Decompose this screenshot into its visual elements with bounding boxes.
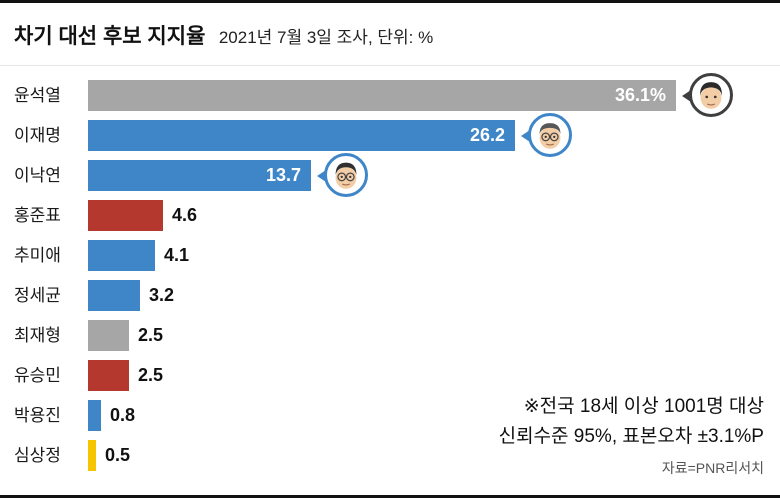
bar-row-chung-sye-kyun: 정세균 3.2 [0,276,780,316]
bar-row-chu-mi-ae: 추미애 4.1 [0,236,780,276]
data-source: 자료=PNR리서치 [661,460,764,476]
candidate-name: 추미애 [14,246,61,265]
bar-row-yoon-seok-youl: 윤석열 36.1% [0,73,780,119]
header-divider [0,65,780,66]
bar-value: 4.1 [164,245,190,265]
bar-value: 0.5 [105,445,131,465]
bar-track: 13.7 [88,153,780,199]
chart-subtitle: 2021년 7월 3일 조사, 단위: % [218,28,434,47]
avatar-lee-nak-yeon [317,153,369,199]
bar-track: 3.2 [88,276,780,316]
bar [88,360,129,391]
candidate-name: 이낙연 [14,166,61,185]
survey-note-confidence: 신뢰수준 95%, 표본오차 ±3.1%P [498,426,764,447]
bar [88,80,676,111]
bar-track: 2.5 [88,356,780,396]
candidate-name: 박용진 [14,406,61,425]
bar-value: 4.6 [172,205,198,225]
bar [88,280,140,311]
speech-tail-icon [317,170,326,182]
avatar-lee-jae-myung [521,113,573,159]
candidate-name: 홍준표 [14,206,61,225]
bar-value: 26.2 [469,125,505,145]
bar-row-hong-jun-pyo: 홍준표 4.6 [0,196,780,236]
bar-value: 2.5 [138,325,164,345]
bar [88,120,515,151]
bar-row-park-yong-jin: 박용진 0.8 [0,396,780,436]
bar [88,240,155,271]
bar-value: 3.2 [149,285,175,305]
candidate-name: 심상정 [14,446,61,465]
speech-tail-icon [521,130,530,142]
bar [88,400,101,431]
bar-track: 0.5 [88,436,780,476]
bar-value: 0.8 [110,405,136,425]
bar-track: 4.6 [88,196,780,236]
bar-track: 36.1% [88,73,780,119]
bar-row-lee-jae-myung: 이재명 26.2 [0,113,780,159]
bar [88,160,311,191]
bar [88,320,129,351]
candidate-name: 윤석열 [14,86,61,105]
face-icon [528,113,572,157]
bar-track: 2.5 [88,316,780,356]
bar-chart: 윤석열 36.1% 이재명 26.2 [0,73,780,476]
bar-row-lee-nak-yeon: 이낙연 13.7 [0,153,780,199]
candidate-name: 유승민 [14,366,61,385]
avatar-yoon-seok-youl [682,73,734,119]
candidate-name: 최재형 [14,326,61,345]
face-icon [689,73,733,117]
bar-track: 0.8 [88,396,780,436]
bar-row-choi-jae-hyung: 최재형 2.5 [0,316,780,356]
page-title: 차기 대선 후보 지지율 [14,25,206,48]
chart-header: 차기 대선 후보 지지율 2021년 7월 3일 조사, 단위: % [0,3,780,50]
bar-row-yoo-seung-min: 유승민 2.5 [0,356,780,396]
bar-value: 2.5 [138,365,164,385]
face-icon [324,153,368,197]
speech-tail-icon [682,90,691,102]
bar [88,200,163,231]
survey-note-population: ※전국 18세 이상 1001명 대상 [523,396,764,417]
candidate-name: 이재명 [14,126,61,145]
bar-row-sim-sang-jung: 심상정 0.5 [0,436,780,476]
bar-value: 36.1% [614,85,666,105]
bar-track: 26.2 [88,113,780,159]
bar-track: 4.1 [88,236,780,276]
bar [88,440,96,471]
candidate-name: 정세균 [14,286,61,305]
bar-value: 13.7 [265,165,301,185]
